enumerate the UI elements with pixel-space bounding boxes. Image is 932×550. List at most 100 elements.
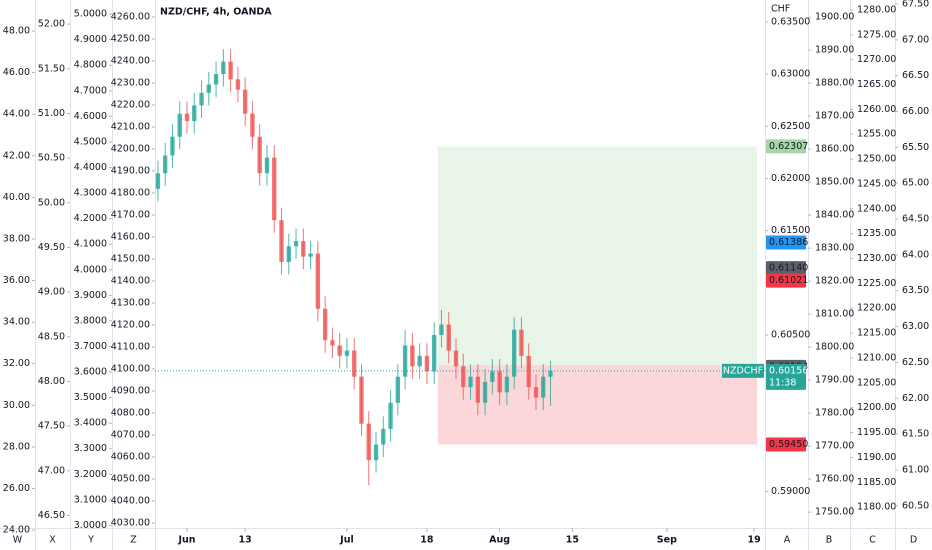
- overlay-tick-label: 1810.00: [815, 309, 854, 320]
- overlay-tick-label: 4.8000: [74, 60, 107, 71]
- overlay-tick-label: 4.7000: [74, 85, 107, 96]
- overlay-tick-label: 4090.00: [111, 385, 150, 396]
- y-tick-label: 0.59000: [771, 486, 810, 497]
- overlay-tick-label: 1790.00: [815, 375, 854, 386]
- overlay-tick-label: 28.00: [3, 441, 30, 452]
- candle-body: [417, 355, 422, 367]
- overlay-tick-label: 4.3000: [74, 188, 107, 199]
- axis-name: Y: [87, 535, 94, 546]
- candle-body: [235, 79, 241, 90]
- overlay-tick-label: 65.50: [902, 142, 929, 153]
- axis-name: W: [13, 535, 23, 546]
- overlay-tick-label: 4070.00: [111, 429, 150, 440]
- candle-body: [352, 350, 357, 377]
- candle-body: [548, 370, 553, 377]
- axis-name: C: [869, 535, 876, 546]
- overlay-tick-label: 4210.00: [111, 121, 150, 132]
- y-tick-label: 0.62000: [771, 173, 810, 184]
- candle-body: [315, 253, 321, 309]
- overlay-tick-label: 1850.00: [815, 177, 854, 188]
- candle-body: [497, 371, 502, 393]
- overlay-tick-label: 1180.00: [857, 502, 896, 513]
- x-tick-label: 18: [420, 535, 434, 546]
- overlay-tick-label: 1900.00: [815, 12, 854, 23]
- overlay-tick-label: 4080.00: [111, 407, 150, 418]
- overlay-tick-label: 1245.00: [857, 178, 896, 189]
- overlay-tick-label: 1275.00: [857, 29, 896, 40]
- overlay-tick-label: 4170.00: [111, 209, 150, 220]
- overlay-tick-label: 67.50: [902, 0, 929, 10]
- overlay-tick-label: 1230.00: [857, 253, 896, 264]
- overlay-tick-label: 1820.00: [815, 276, 854, 287]
- overlay-tick-label: 40.00: [3, 192, 30, 203]
- overlay-tick-label: 4150.00: [111, 253, 150, 264]
- candle-body: [388, 402, 393, 429]
- candle-body: [228, 61, 233, 80]
- candle-body: [192, 105, 197, 122]
- overlay-tick-label: 67.00: [902, 34, 929, 45]
- overlay-tick-label: 1205.00: [857, 377, 896, 388]
- overlay-tick-label: 3.5000: [74, 392, 107, 403]
- candle-body: [242, 89, 248, 114]
- candle-body: [453, 350, 459, 367]
- candle-body: [504, 376, 510, 393]
- overlay-tick-label: 66.00: [902, 106, 929, 117]
- price-label-bg: [766, 139, 806, 154]
- price-label-bg: [766, 437, 806, 452]
- axis-name: A: [784, 535, 791, 546]
- x-tick-label: Sep: [657, 535, 677, 546]
- candle-body: [359, 376, 364, 424]
- overlay-tick-label: 4040.00: [111, 495, 150, 506]
- candle-body: [541, 376, 546, 398]
- overlay-tick-label: 1215.00: [857, 328, 896, 339]
- overlay-tick-label: 1780.00: [815, 408, 854, 419]
- price-axis-label: CHF: [771, 4, 790, 15]
- price-label: 0.61386: [769, 237, 808, 248]
- candle-body: [337, 345, 342, 356]
- candle-body: [461, 366, 466, 388]
- overlay-tick-label: 66.50: [902, 70, 929, 81]
- overlay-tick-label: 4030.00: [111, 517, 150, 528]
- overlay-tick-label: 4110.00: [111, 341, 150, 352]
- candle-body: [373, 444, 379, 461]
- candle-body: [344, 350, 350, 356]
- candle-body: [199, 92, 204, 106]
- overlay-tick-label: 1890.00: [815, 45, 854, 56]
- candle-body: [519, 329, 524, 356]
- candle-body: [155, 173, 161, 189]
- overlay-tick-label: 3.1000: [74, 494, 107, 505]
- overlay-tick-label: 4.9000: [74, 34, 107, 45]
- overlay-tick-label: 50.00: [38, 197, 65, 208]
- overlay-tick-label: 34.00: [3, 317, 30, 328]
- overlay-tick-label: 1860.00: [815, 144, 854, 155]
- candle-body: [402, 345, 408, 377]
- overlay-tick-label: 64.00: [902, 249, 929, 260]
- overlay-tick-label: 26.00: [3, 483, 30, 494]
- overlay-tick-label: 4.1000: [74, 239, 107, 250]
- overlay-tick-label: 4140.00: [111, 275, 150, 286]
- symbol-tag: NZDCHF: [723, 365, 763, 376]
- overlay-tick-label: 38.00: [3, 233, 30, 244]
- overlay-tick-label: 4180.00: [111, 187, 150, 198]
- y-tick-label: 0.61500: [771, 225, 810, 236]
- overlay-tick-label: 4160.00: [111, 231, 150, 242]
- overlay-tick-label: 1260.00: [857, 104, 896, 115]
- overlay-tick-label: 1880.00: [815, 78, 854, 89]
- candle-body: [272, 157, 277, 221]
- overlay-tick-label: 4230.00: [111, 77, 150, 88]
- candle-body: [533, 387, 539, 398]
- overlay-tick-label: 62.00: [902, 393, 929, 404]
- overlay-tick-label: 1190.00: [857, 452, 896, 463]
- candle-body: [526, 355, 531, 388]
- axis-name: Z: [130, 535, 137, 546]
- overlay-tick-label: 4200.00: [111, 143, 150, 154]
- overlay-tick-label: 51.50: [38, 63, 65, 74]
- symbol-tag-bg: [722, 363, 764, 378]
- candle-body: [366, 423, 371, 461]
- price-label-bg: [766, 235, 806, 250]
- overlay-tick-label: 4.4000: [74, 162, 107, 173]
- candle-body: [322, 308, 328, 341]
- candle-body: [468, 376, 473, 388]
